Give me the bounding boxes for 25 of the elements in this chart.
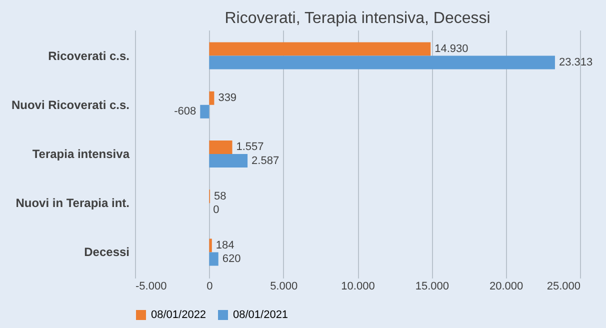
data-label: 2.587 [252,154,280,167]
legend-label: 08/01/2021 [233,309,288,321]
x-tick-label: 15.000 [415,280,449,292]
y-tick-label: Decessi [84,245,130,260]
y-tick-label: Terapia intensiva [32,147,130,161]
data-label: 1.557 [236,141,264,154]
data-label: 58 [214,190,226,202]
data-label: 620 [222,252,241,265]
legend-label: 08/01/2022 [151,309,206,321]
data-label: 0 [213,204,220,216]
chart-title: Ricoverati, Terapia intensiva, Decessi [224,10,490,27]
x-tick-label: 0 [206,280,213,292]
data-label: 23.313 [558,56,593,69]
x-tick-label: 25.000 [546,280,580,292]
y-tick-label: Nuovi Ricoverati c.s. [11,98,130,112]
x-tick-label: 10.000 [341,280,375,292]
x-tick-label: -5.000 [136,280,167,292]
y-tick-label: Nuovi in Terapia int. [16,196,130,210]
data-label: 184 [216,239,234,252]
data-label: 339 [218,92,237,104]
data-label: -608 [174,106,196,118]
x-tick-label: 20.000 [490,280,524,292]
x-tick-label: 5.000 [270,280,298,292]
y-tick-label: Ricoverati c.s. [48,48,130,63]
data-label: 14.930 [434,43,468,56]
